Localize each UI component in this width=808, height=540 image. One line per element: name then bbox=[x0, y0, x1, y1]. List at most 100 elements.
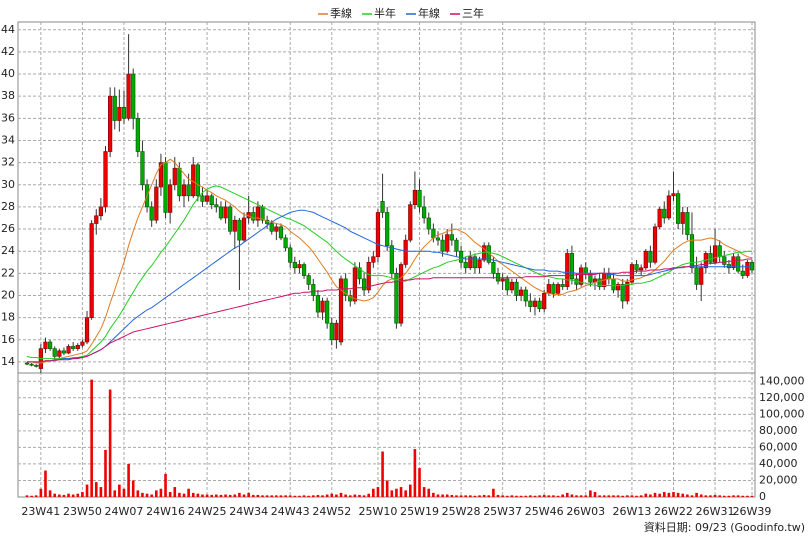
candle-body bbox=[523, 289, 528, 302]
candle-body bbox=[745, 261, 750, 276]
y2-tick-label: 80,000 bbox=[759, 424, 798, 437]
candle-body bbox=[181, 184, 187, 197]
volume-bar bbox=[122, 488, 126, 497]
candle-body bbox=[274, 226, 279, 232]
volume-bar bbox=[141, 492, 144, 497]
volume-bar bbox=[561, 494, 564, 497]
candle-body bbox=[57, 350, 62, 357]
candle-body bbox=[172, 167, 177, 186]
volume-bar bbox=[690, 495, 694, 497]
volume-bar bbox=[432, 492, 435, 497]
y-tick-label: 44 bbox=[1, 23, 15, 36]
volume-bar bbox=[48, 490, 52, 497]
ma-line bbox=[27, 209, 752, 363]
candle-body bbox=[47, 341, 53, 349]
volume-bar bbox=[575, 495, 578, 497]
volume-bar bbox=[399, 487, 403, 497]
volume-bar bbox=[30, 495, 33, 497]
candle-body bbox=[140, 151, 145, 186]
volume-bar bbox=[722, 495, 726, 497]
candle-body bbox=[84, 317, 90, 343]
candle-body bbox=[708, 253, 713, 263]
y2-tick-label: 120,000 bbox=[759, 391, 805, 404]
volume-bar bbox=[219, 494, 223, 497]
candle-body bbox=[237, 219, 242, 241]
volume-bar bbox=[630, 495, 634, 497]
x-tick-label: 26W13 bbox=[612, 505, 651, 518]
candle-body bbox=[371, 256, 376, 263]
volume-bar bbox=[709, 495, 712, 497]
volume-bar bbox=[372, 488, 375, 497]
volume-bar bbox=[358, 494, 361, 497]
volume-bar bbox=[524, 495, 528, 497]
candle-body bbox=[278, 226, 284, 239]
volume-bar bbox=[261, 495, 264, 497]
volume-bar bbox=[187, 488, 190, 497]
legend-label: 三年 bbox=[462, 6, 484, 20]
volume-bar bbox=[478, 495, 481, 497]
volume-bar bbox=[247, 492, 250, 497]
candle-body bbox=[458, 250, 464, 263]
candle-body bbox=[352, 267, 357, 302]
candle-body bbox=[163, 162, 168, 213]
legend-label: 季線 bbox=[330, 6, 352, 20]
volume-bar bbox=[316, 494, 320, 497]
volume-bar bbox=[339, 492, 343, 497]
volume-bar bbox=[464, 495, 467, 497]
volume-bar bbox=[552, 495, 555, 497]
candle-body bbox=[579, 267, 584, 285]
legend-label: 年線 bbox=[418, 6, 440, 20]
volume-bar bbox=[445, 494, 449, 497]
candle-body bbox=[643, 250, 648, 269]
volume-bar bbox=[104, 449, 107, 497]
candle-body bbox=[121, 106, 127, 119]
volume-bar bbox=[676, 492, 680, 497]
volume-bar bbox=[44, 470, 47, 497]
volume-bar bbox=[422, 487, 426, 497]
y-tick-label: 40 bbox=[1, 67, 15, 80]
volume-bar bbox=[533, 495, 537, 497]
volume-bar bbox=[626, 495, 629, 497]
volume-bar bbox=[658, 493, 661, 497]
candle-body bbox=[348, 295, 353, 302]
candle-body bbox=[560, 284, 565, 287]
x-tick-label: 24W34 bbox=[229, 505, 268, 518]
candle-body bbox=[260, 206, 265, 221]
volume-bar bbox=[34, 495, 38, 497]
candle-body bbox=[722, 256, 727, 265]
candle-body bbox=[269, 223, 274, 232]
volume-bar bbox=[584, 495, 588, 497]
candle-body bbox=[717, 245, 722, 258]
candle-body bbox=[657, 208, 662, 228]
candle-body bbox=[375, 212, 381, 258]
volume-bar bbox=[482, 494, 486, 497]
candle-body bbox=[292, 261, 297, 269]
y-tick-label: 42 bbox=[1, 45, 15, 58]
volume-bar bbox=[487, 495, 491, 497]
candle-body bbox=[445, 234, 450, 252]
volume-bar bbox=[496, 494, 500, 497]
candle-body bbox=[80, 341, 85, 346]
volume-bar bbox=[450, 494, 454, 497]
candle-body bbox=[671, 193, 676, 197]
volume-bar bbox=[718, 495, 721, 497]
candle-body bbox=[639, 267, 644, 271]
y2-tick-label: 100,000 bbox=[759, 407, 805, 420]
candle-body bbox=[52, 348, 57, 357]
candle-body bbox=[306, 275, 311, 285]
candle-body bbox=[472, 256, 478, 269]
volume-bar bbox=[649, 494, 652, 497]
volume-bar bbox=[607, 495, 611, 497]
volume-bar bbox=[602, 495, 606, 497]
volume-bar bbox=[598, 495, 601, 497]
candle-body bbox=[158, 162, 164, 188]
candle-body bbox=[500, 278, 505, 282]
volume-bar bbox=[713, 494, 717, 497]
candle-body bbox=[112, 95, 117, 121]
volume-bar bbox=[390, 490, 394, 497]
volume-bar bbox=[529, 495, 532, 497]
volume-bar bbox=[381, 451, 384, 497]
volume-bar bbox=[127, 463, 130, 497]
candle-body bbox=[528, 300, 533, 307]
volume-bar bbox=[312, 495, 315, 497]
